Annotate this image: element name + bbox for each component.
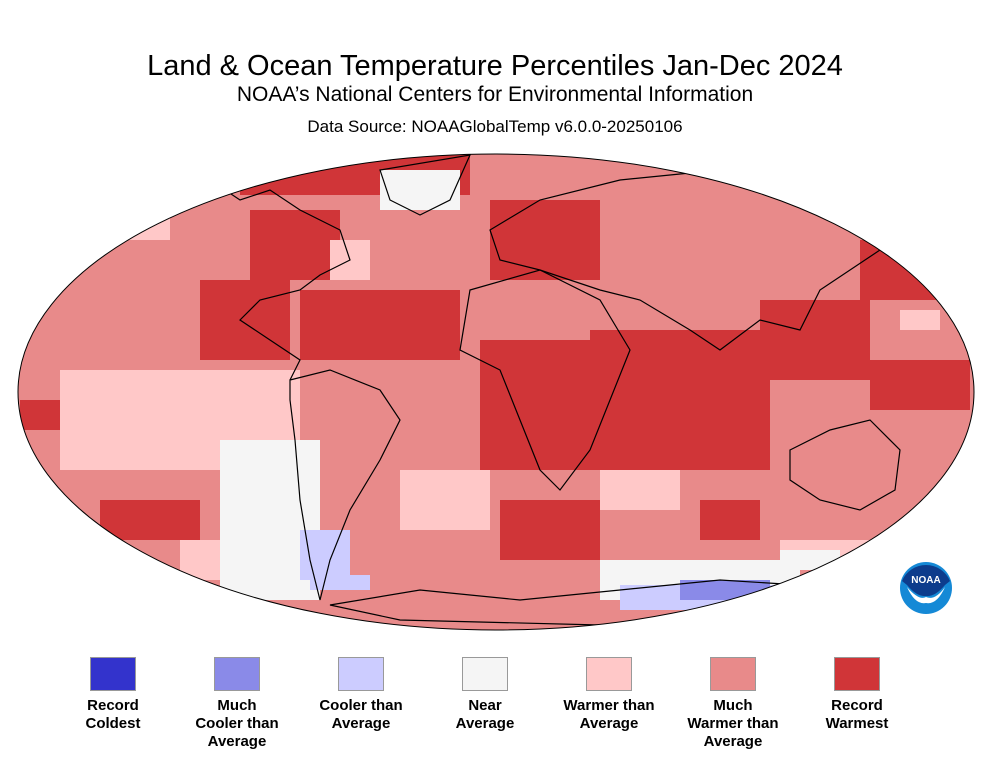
percentile-region — [860, 240, 970, 300]
percentile-region — [500, 500, 600, 560]
percentile-region — [110, 200, 170, 240]
legend-swatch — [586, 657, 632, 691]
map-cells — [18, 154, 974, 630]
percentile-region — [310, 575, 370, 590]
map-border — [17, 153, 975, 631]
percentile-region — [200, 280, 290, 360]
legend-label: Cooler than Average — [319, 697, 403, 732]
percentile-region — [300, 290, 460, 360]
percentile-region — [870, 360, 970, 410]
legend-swatch — [90, 657, 136, 691]
legend-label: Much Warmer than Average — [687, 697, 779, 750]
data-source: Data Source: NOAAGlobalTemp v6.0.0-20250… — [307, 117, 683, 136]
percentile-region — [590, 330, 770, 470]
legend-swatch — [462, 657, 508, 691]
percentile-region — [780, 550, 840, 570]
legend-item: Warmer than Average — [547, 657, 671, 733]
percentile-region — [300, 530, 350, 580]
legend-label: Much Cooler than Average — [195, 697, 279, 750]
legend-item: Near Average — [423, 657, 547, 733]
legend-label: Record Coldest — [85, 697, 141, 732]
legend-label: Warmer than Average — [563, 697, 655, 732]
legend-item: Much Cooler than Average — [175, 657, 299, 751]
map-title: Land & Ocean Temperature Percentiles Jan… — [147, 50, 843, 82]
legend-item: Record Warmest — [795, 657, 919, 733]
legend-label: Near Average — [455, 697, 515, 732]
percentile-region — [400, 470, 490, 530]
legend-label: Record Warmest — [825, 697, 889, 732]
legend-swatch — [834, 657, 880, 691]
percentile-region — [900, 310, 940, 330]
legend-swatch — [338, 657, 384, 691]
percentile-region — [490, 200, 600, 280]
legend-swatch — [214, 657, 260, 691]
svg-text:NOAA: NOAA — [911, 575, 940, 586]
noaa-logo: NOAA — [899, 561, 953, 620]
legend-item: Record Coldest — [51, 657, 175, 733]
percentile-region — [250, 210, 340, 280]
percentile-region — [600, 470, 680, 510]
percentile-region — [380, 170, 460, 210]
legend-item: Much Warmer than Average — [671, 657, 795, 751]
world-percentile-map — [17, 153, 975, 631]
legend: Record Coldest Much Cooler than Average Co… — [85, 657, 930, 757]
percentile-region — [700, 500, 760, 540]
legend-swatch — [710, 657, 756, 691]
legend-item: Cooler than Average — [299, 657, 423, 733]
percentile-region — [760, 300, 870, 380]
percentile-region — [100, 500, 200, 540]
map-subtitle: NOAA’s National Centers for Environmenta… — [236, 83, 754, 106]
